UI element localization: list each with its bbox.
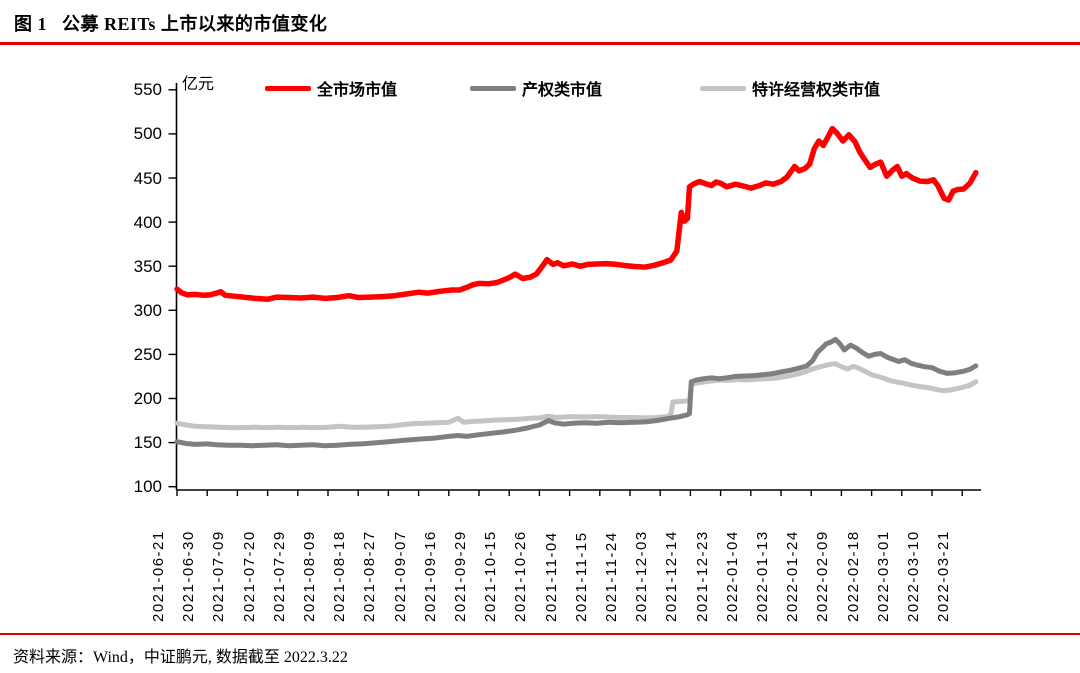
x-axis-tick-label: 2021-11-24 <box>603 531 620 622</box>
x-axis-tick-label: 2021-12-14 <box>663 530 681 622</box>
x-axis-tick-label: 2022-02-18 <box>844 530 862 622</box>
x-axis-tick-label: 2021-12-23 <box>693 530 711 622</box>
x-axis-tick-label: 2021-07-20 <box>240 530 258 622</box>
x-axis-tick-label: 2021-10-26 <box>512 530 530 622</box>
x-axis-tick-label: 2021-12-03 <box>633 530 651 622</box>
x-axis-tick-label: 2021-07-29 <box>270 530 288 622</box>
data-source-note: 资料来源：Wind，中证鹏元, 数据截至 2022.3.22 <box>13 649 348 666</box>
y-axis-tick-label: 350 <box>133 256 162 276</box>
x-axis-tick-label: 2021-09-16 <box>421 530 439 622</box>
legend-item-total-market: 全市场市值 <box>265 79 398 99</box>
legend-label-property-type: 产权类市值 <box>522 82 603 99</box>
x-axis-tick-label: 2022-03-01 <box>874 530 892 622</box>
legend-swatch-property-type <box>470 85 516 91</box>
x-axis-tick-label: 2021-09-29 <box>452 530 469 622</box>
y-axis-tick-label: 150 <box>133 433 162 453</box>
title-divider-rule <box>0 42 1080 45</box>
y-axis-tick-label: 100 <box>133 477 162 497</box>
x-axis-tick-label: 2021-08-27 <box>361 530 379 622</box>
series-line-property-type <box>174 336 979 449</box>
x-axis-tick-label: 2021-11-04 <box>542 531 560 622</box>
x-axis-tick-label: 2021-11-15 <box>572 531 590 622</box>
x-axis-tick-label: 2021-07-09 <box>210 530 228 622</box>
legend-label-total-market: 全市场市值 <box>317 82 398 99</box>
y-axis-tick-label: 300 <box>133 300 162 320</box>
x-axis-tick-label: 2022-03-10 <box>905 530 922 622</box>
x-axis-tick-label: 2021-08-09 <box>301 530 318 622</box>
x-axis-tick-label: 2021-09-07 <box>391 530 409 622</box>
series-line-total-market <box>174 125 979 303</box>
y-axis-tick-label: 550 <box>133 80 162 100</box>
y-axis-tick-label: 500 <box>133 124 162 144</box>
y-axis-tick-label: 200 <box>133 389 162 408</box>
legend-item-franchise-type: 特许经营权类市值 <box>700 79 881 99</box>
figure-title: 图 1 公募 REITs 上市以来的市值变化 <box>14 14 328 34</box>
x-axis-tick-label: 2022-02-09 <box>814 530 832 622</box>
y-axis-tick-label: 250 <box>133 344 162 364</box>
legend-item-property-type: 产权类市值 <box>470 79 603 99</box>
x-axis-tick-label: 2022-01-04 <box>723 530 741 622</box>
legend-swatch-total-market <box>265 85 311 91</box>
legend-label-franchise-type: 特许经营权类市值 <box>752 82 881 99</box>
y-axis-tick-label: 450 <box>133 168 162 188</box>
legend-swatch-franchise-type <box>700 85 746 91</box>
x-axis-tick-label: 2022-01-24 <box>784 530 802 622</box>
x-axis-tick-label: 2021-06-30 <box>180 530 198 622</box>
series-line-franchise-type <box>174 361 979 431</box>
x-axis-tick-label: 2022-01-13 <box>754 530 771 622</box>
x-axis-tick-label: 2021-10-15 <box>482 530 500 622</box>
y-axis-unit-label: 亿元 <box>182 76 215 93</box>
x-axis-tick-label: 2022-03-21 <box>935 530 953 622</box>
footer-divider-rule <box>0 633 1080 635</box>
y-axis-tick-label: 400 <box>133 212 162 232</box>
x-axis-tick-label: 2021-06-21 <box>150 530 167 622</box>
x-axis-tick-label: 2021-08-18 <box>331 530 349 622</box>
